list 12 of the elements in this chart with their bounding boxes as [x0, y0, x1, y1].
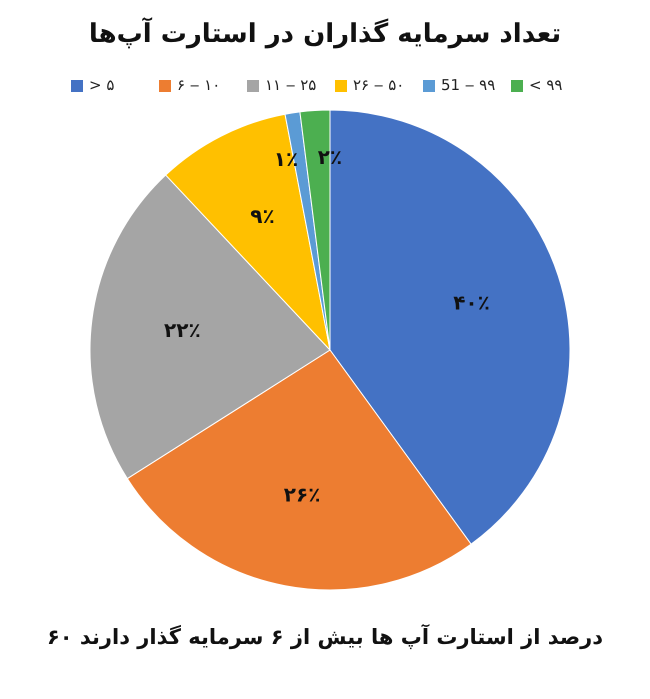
legend-label: ۶ ‒ ۱۰ [177, 76, 220, 94]
data-label: ۴۰٪ [453, 290, 490, 314]
chart-title: تعداد سرمایه گذاران در استارت آپ‌ها [88, 17, 562, 49]
legend-label: > ۵ [89, 76, 114, 94]
legend-label: < ۹۹ [529, 76, 562, 94]
text: ۶۰ درصد از استارت آپ ها بیش از ۶ سرمایه گذار دارند [46, 623, 604, 650]
legend-label: ۲۶ ‒ ۵۰ [353, 76, 404, 94]
data-label: ۲۶٪ [284, 482, 320, 507]
data-label: ۹٪ [250, 204, 275, 228]
legend-label: ۱۱ ‒ ۲۵ [265, 76, 316, 94]
legend-label: 51 ‒ ۹۹ [441, 76, 496, 94]
data-label: ۲۲٪ [164, 318, 201, 342]
